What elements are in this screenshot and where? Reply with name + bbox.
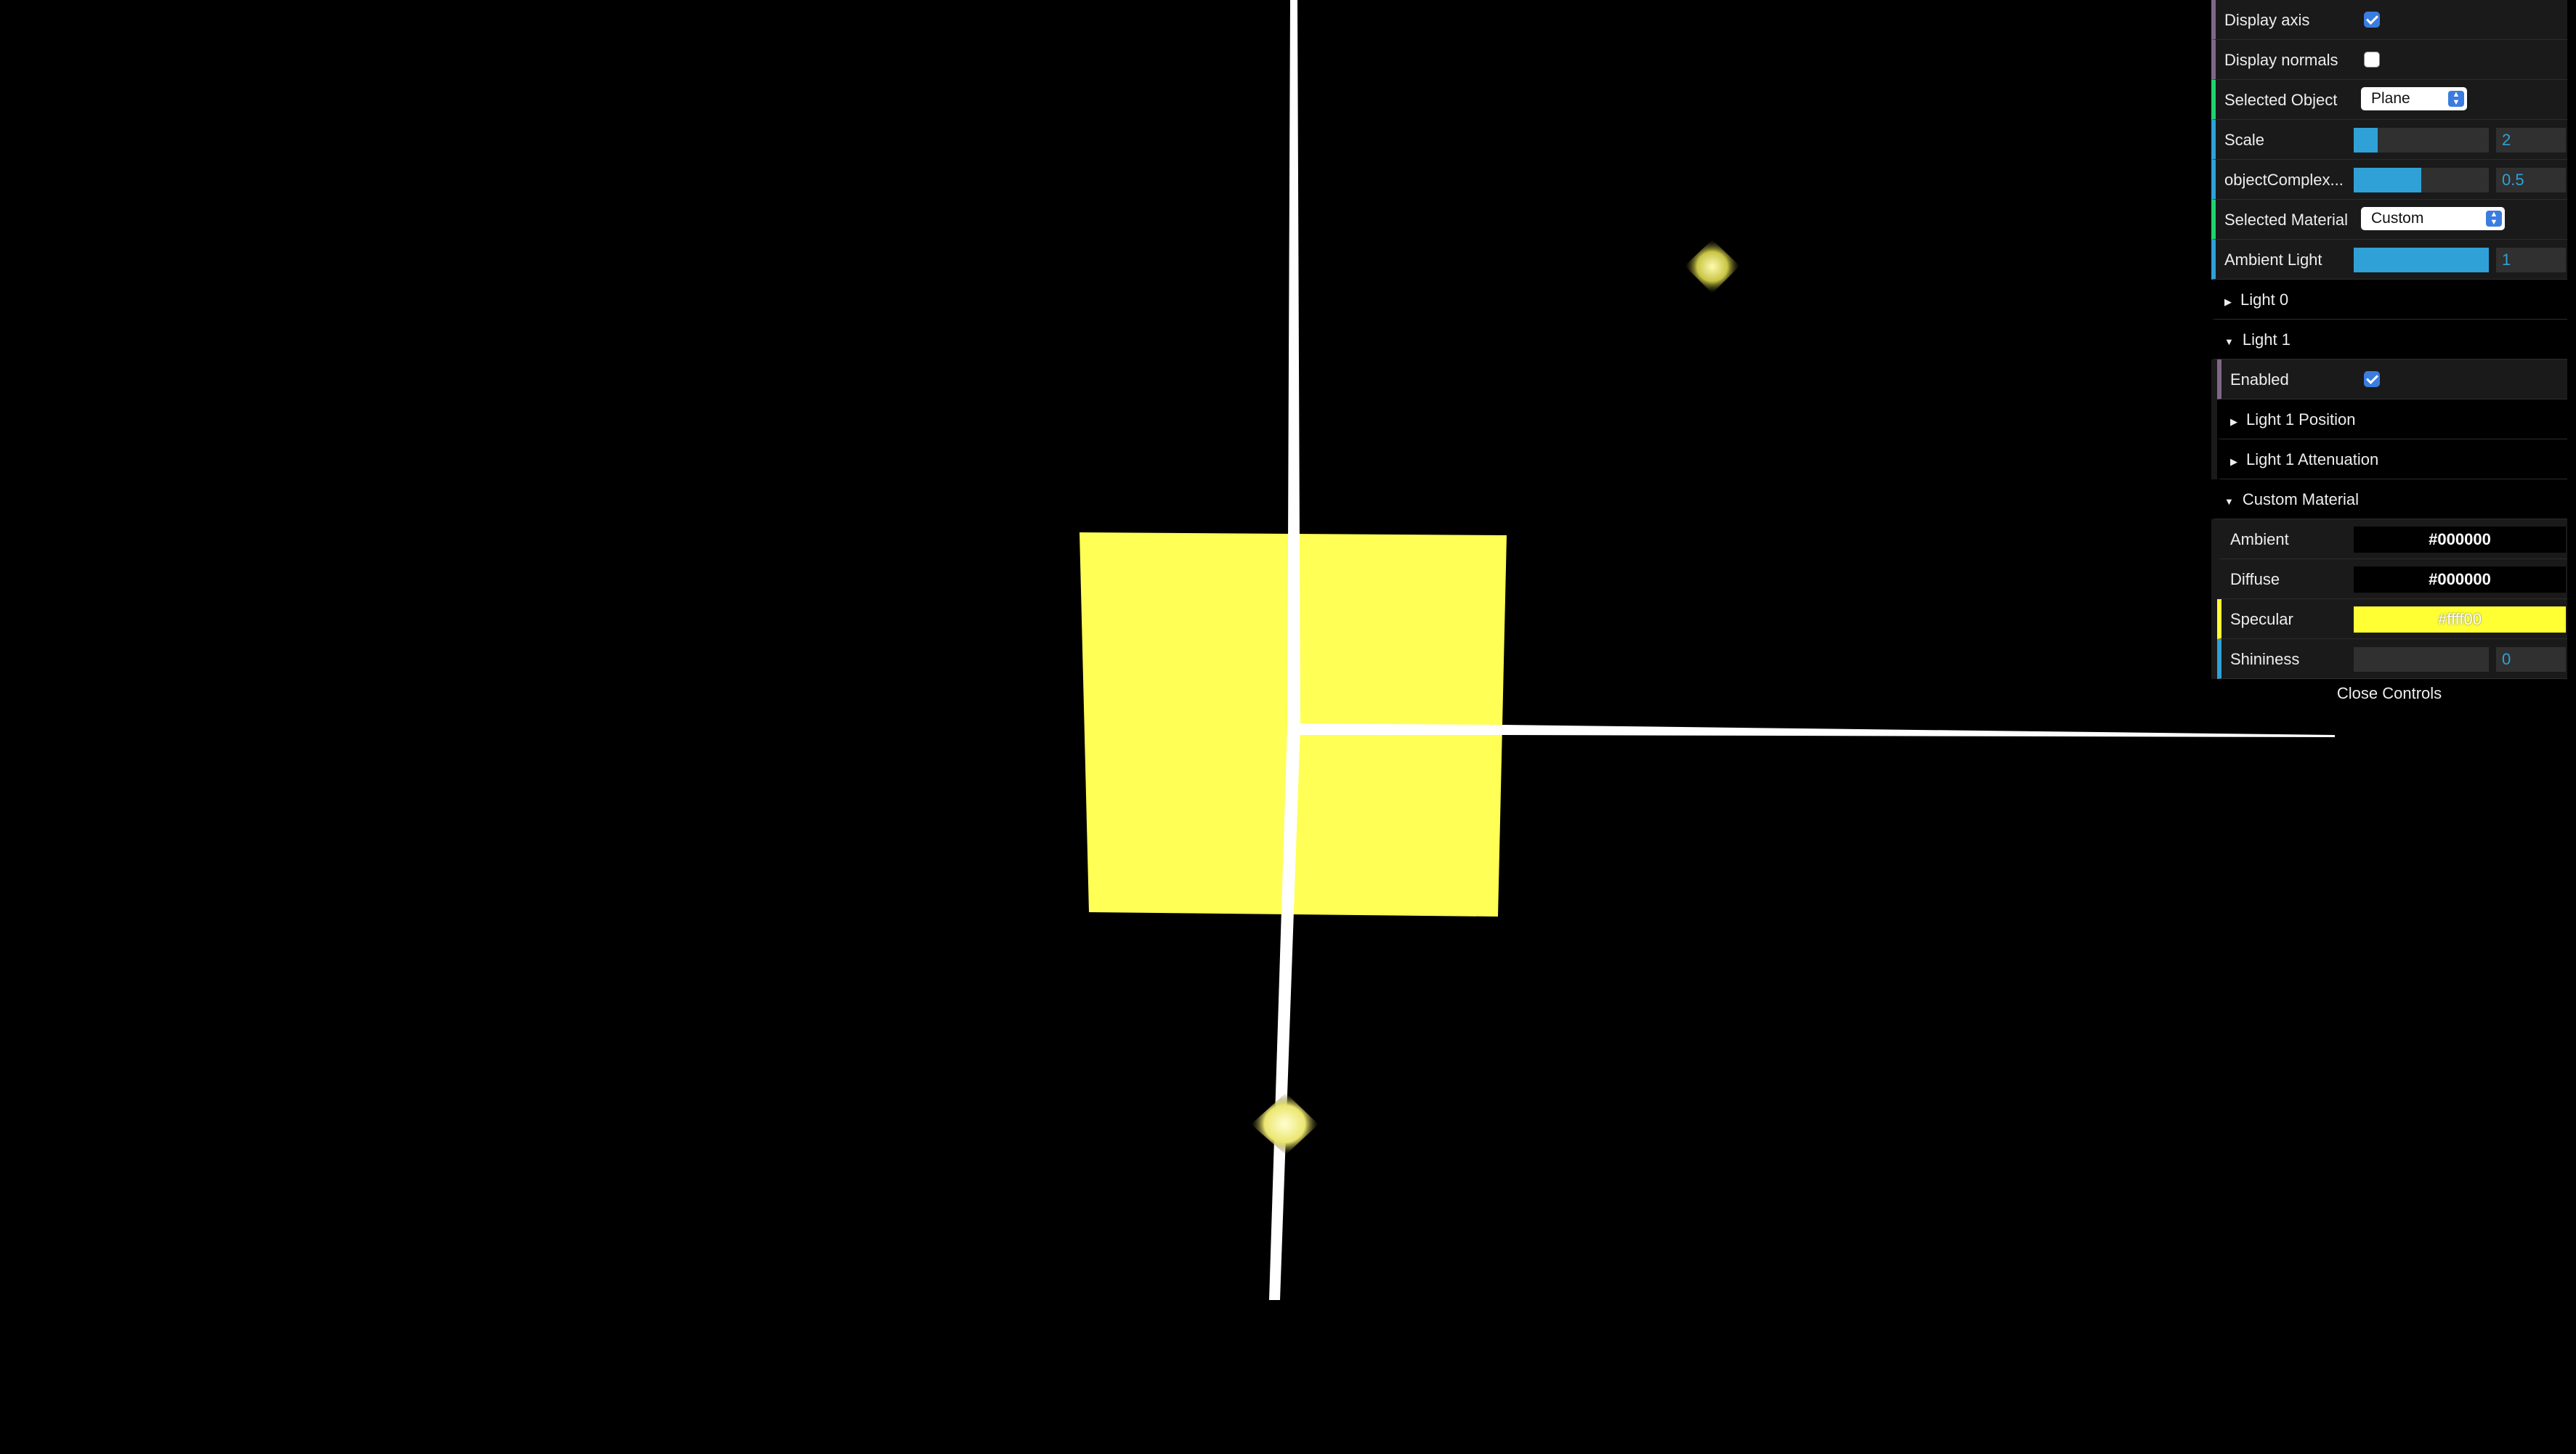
object-complexity-slider-fill <box>2354 168 2421 192</box>
light-marker-0 <box>1685 240 1740 293</box>
display-normals-checkbox[interactable] <box>2364 52 2380 68</box>
shininess-input[interactable]: 0 <box>2496 647 2566 672</box>
ambient-color-label: Ambient <box>2230 530 2289 548</box>
close-controls-button[interactable]: Close Controls <box>2211 679 2567 708</box>
scale-slider-fill <box>2354 128 2378 153</box>
object-complexity-label: objectComplex... <box>2224 171 2344 189</box>
folder-light-1-label: Light 1 <box>2242 330 2291 349</box>
folder-light1-position[interactable]: ▶ Light 1 Position <box>2217 399 2567 439</box>
ambient-color-row[interactable]: Ambient #000000 <box>2217 519 2567 559</box>
selected-object-label: Selected Object <box>2224 91 2338 109</box>
display-normals-label: Display normals <box>2224 51 2338 69</box>
caret-right-icon: ▶ <box>2230 416 2237 427</box>
select-arrows-icon: ▲ ▼ <box>2448 91 2464 107</box>
light1-enabled-checkbox[interactable] <box>2364 371 2380 387</box>
object-complexity-row[interactable]: objectComplex... 0.5 <box>2211 160 2567 200</box>
selected-object-select[interactable]: Plane ▲ ▼ <box>2361 87 2467 110</box>
selected-material-row[interactable]: Selected Material Custom ▲ ▼ <box>2211 200 2567 240</box>
select-arrows-icon: ▲ ▼ <box>2486 211 2502 227</box>
folder-custom-material-label: Custom Material <box>2242 490 2360 508</box>
ambient-light-slider-fill <box>2354 248 2489 272</box>
ambient-color-input[interactable]: #000000 <box>2354 527 2566 553</box>
ambient-light-label: Ambient Light <box>2224 251 2322 269</box>
specular-color-input[interactable]: #ffff00 <box>2354 606 2566 633</box>
specular-color-row[interactable]: Specular #ffff00 <box>2217 599 2567 639</box>
object-complexity-slider[interactable] <box>2354 168 2489 192</box>
caret-down-icon: ▼ <box>2224 336 2234 347</box>
folder-light1-position-label: Light 1 Position <box>2246 410 2356 429</box>
shininess-row[interactable]: Shininess 0 <box>2217 639 2567 679</box>
scale-slider[interactable] <box>2354 128 2489 153</box>
shininess-slider[interactable] <box>2354 647 2489 672</box>
selected-object-row[interactable]: Selected Object Plane ▲ ▼ <box>2211 80 2567 120</box>
scale-label: Scale <box>2224 131 2265 149</box>
display-axis-label: Display axis <box>2224 11 2310 29</box>
scale-input[interactable]: 2 <box>2496 128 2566 153</box>
controls-panel: Display axis Display normals Selected Ob… <box>2211 0 2567 708</box>
selected-material-label: Selected Material <box>2224 211 2348 229</box>
light1-enabled-row[interactable]: Enabled <box>2217 360 2567 399</box>
folder-light-0-label: Light 0 <box>2240 291 2289 309</box>
ambient-light-row[interactable]: Ambient Light 1 <box>2211 240 2567 280</box>
shininess-label: Shininess <box>2230 650 2300 668</box>
folder-custom-material[interactable]: ▼ Custom Material <box>2211 479 2567 519</box>
ambient-light-input[interactable]: 1 <box>2496 248 2566 272</box>
display-axis-checkbox[interactable] <box>2364 12 2380 28</box>
selected-object-value: Plane <box>2371 90 2410 107</box>
folder-light1-attenuation-label: Light 1 Attenuation <box>2246 450 2379 468</box>
caret-right-icon: ▶ <box>2224 296 2232 307</box>
specular-color-label: Specular <box>2230 610 2293 628</box>
scale-row[interactable]: Scale 2 <box>2211 120 2567 160</box>
folder-light-1[interactable]: ▼ Light 1 <box>2211 320 2567 360</box>
light-marker-1 <box>1251 1093 1319 1155</box>
light1-enabled-label: Enabled <box>2230 370 2289 389</box>
diffuse-color-input[interactable]: #000000 <box>2354 566 2566 593</box>
display-axis-row[interactable]: Display axis <box>2211 0 2567 40</box>
selected-material-select[interactable]: Custom ▲ ▼ <box>2361 207 2505 230</box>
y-axis-line <box>1269 0 1300 1300</box>
folder-light1-attenuation[interactable]: ▶ Light 1 Attenuation <box>2217 439 2567 479</box>
caret-down-icon: ▼ <box>2224 496 2234 507</box>
ambient-light-slider[interactable] <box>2354 248 2489 272</box>
object-complexity-input[interactable]: 0.5 <box>2496 168 2566 192</box>
selected-material-value: Custom <box>2371 210 2424 227</box>
diffuse-color-label: Diffuse <box>2230 570 2280 588</box>
caret-right-icon: ▶ <box>2230 456 2237 467</box>
folder-light-0[interactable]: ▶ Light 0 <box>2211 280 2567 320</box>
display-normals-row[interactable]: Display normals <box>2211 40 2567 80</box>
x-axis-line <box>1294 723 2335 737</box>
diffuse-color-row[interactable]: Diffuse #000000 <box>2217 559 2567 599</box>
